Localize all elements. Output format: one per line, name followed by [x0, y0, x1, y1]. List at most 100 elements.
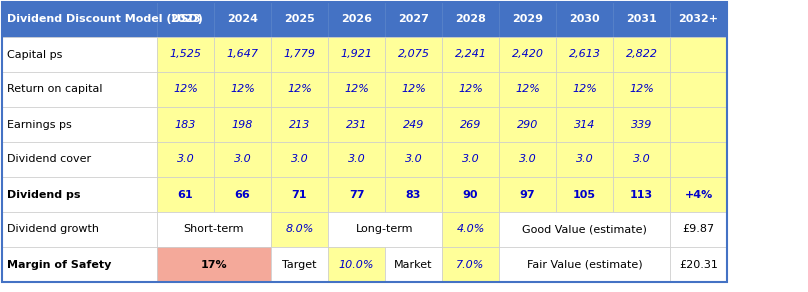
- Text: Dividend Discount Model (USD): Dividend Discount Model (USD): [7, 15, 203, 25]
- Text: Capital ps: Capital ps: [7, 50, 62, 60]
- Bar: [556, 37, 613, 72]
- Text: 3.0: 3.0: [405, 154, 423, 164]
- Bar: [499, 107, 556, 142]
- Bar: [214, 2, 271, 37]
- Bar: [499, 212, 670, 247]
- Bar: [385, 37, 442, 72]
- Bar: [556, 142, 613, 177]
- Bar: [214, 177, 271, 212]
- Bar: [328, 247, 385, 282]
- Bar: [2, 72, 157, 107]
- Bar: [670, 212, 727, 247]
- Bar: [271, 107, 328, 142]
- Text: 290: 290: [517, 119, 538, 129]
- Text: 12%: 12%: [458, 84, 483, 95]
- Text: 77: 77: [349, 190, 364, 199]
- Text: 8.0%: 8.0%: [285, 225, 314, 234]
- Text: 2032+: 2032+: [679, 15, 718, 25]
- Text: 17%: 17%: [200, 260, 227, 270]
- Bar: [613, 142, 670, 177]
- Text: 314: 314: [574, 119, 595, 129]
- Bar: [385, 107, 442, 142]
- Text: 2024: 2024: [227, 15, 258, 25]
- Text: Market: Market: [394, 260, 433, 270]
- Bar: [556, 2, 613, 37]
- Text: 2029: 2029: [512, 15, 543, 25]
- Bar: [157, 212, 271, 247]
- Text: 3.0: 3.0: [177, 154, 195, 164]
- Bar: [613, 177, 670, 212]
- Bar: [442, 107, 499, 142]
- Bar: [442, 212, 499, 247]
- Text: 2,420: 2,420: [511, 50, 544, 60]
- Bar: [2, 212, 157, 247]
- Bar: [670, 2, 727, 37]
- Text: 3.0: 3.0: [347, 154, 365, 164]
- Text: 2,075: 2,075: [398, 50, 430, 60]
- Bar: [271, 142, 328, 177]
- Text: 12%: 12%: [344, 84, 369, 95]
- Text: 269: 269: [460, 119, 482, 129]
- Bar: [442, 142, 499, 177]
- Bar: [499, 72, 556, 107]
- Bar: [157, 177, 214, 212]
- Text: 61: 61: [178, 190, 193, 199]
- Text: 71: 71: [292, 190, 307, 199]
- Bar: [442, 247, 499, 282]
- Text: 3.0: 3.0: [575, 154, 593, 164]
- Bar: [499, 142, 556, 177]
- Text: 83: 83: [406, 190, 421, 199]
- Text: £9.87: £9.87: [683, 225, 714, 234]
- Bar: [385, 2, 442, 37]
- Bar: [328, 107, 385, 142]
- Text: 1,921: 1,921: [340, 50, 372, 60]
- Bar: [328, 142, 385, 177]
- Text: 12%: 12%: [515, 84, 540, 95]
- Text: 2025: 2025: [284, 15, 315, 25]
- Bar: [385, 247, 442, 282]
- Bar: [328, 72, 385, 107]
- Text: 213: 213: [288, 119, 310, 129]
- Bar: [556, 72, 613, 107]
- Text: Earnings ps: Earnings ps: [7, 119, 72, 129]
- Bar: [328, 2, 385, 37]
- Text: 12%: 12%: [173, 84, 198, 95]
- Bar: [613, 2, 670, 37]
- Bar: [157, 107, 214, 142]
- Text: 2026: 2026: [341, 15, 372, 25]
- Bar: [2, 107, 157, 142]
- Bar: [613, 107, 670, 142]
- Text: 183: 183: [175, 119, 196, 129]
- Text: 2,241: 2,241: [454, 50, 486, 60]
- Bar: [271, 177, 328, 212]
- Bar: [613, 37, 670, 72]
- Text: Dividend growth: Dividend growth: [7, 225, 99, 234]
- Bar: [214, 107, 271, 142]
- Bar: [670, 247, 727, 282]
- Text: £20.31: £20.31: [679, 260, 718, 270]
- Bar: [442, 177, 499, 212]
- Bar: [442, 2, 499, 37]
- Bar: [442, 72, 499, 107]
- Bar: [670, 142, 727, 177]
- Text: 2023: 2023: [170, 15, 201, 25]
- Bar: [157, 72, 214, 107]
- Bar: [2, 177, 157, 212]
- Text: 1,779: 1,779: [284, 50, 315, 60]
- Bar: [670, 72, 727, 107]
- Text: 3.0: 3.0: [461, 154, 479, 164]
- Text: 90: 90: [463, 190, 478, 199]
- Text: 12%: 12%: [230, 84, 255, 95]
- Bar: [442, 37, 499, 72]
- Text: 2,613: 2,613: [569, 50, 600, 60]
- Bar: [271, 72, 328, 107]
- Text: Dividend ps: Dividend ps: [7, 190, 81, 199]
- Text: +4%: +4%: [684, 190, 713, 199]
- Text: Good Value (estimate): Good Value (estimate): [522, 225, 647, 234]
- Text: Long-term: Long-term: [356, 225, 414, 234]
- Text: 10.0%: 10.0%: [339, 260, 374, 270]
- Text: 2,822: 2,822: [625, 50, 658, 60]
- Bar: [157, 2, 214, 37]
- Text: 2031: 2031: [626, 15, 657, 25]
- Bar: [385, 142, 442, 177]
